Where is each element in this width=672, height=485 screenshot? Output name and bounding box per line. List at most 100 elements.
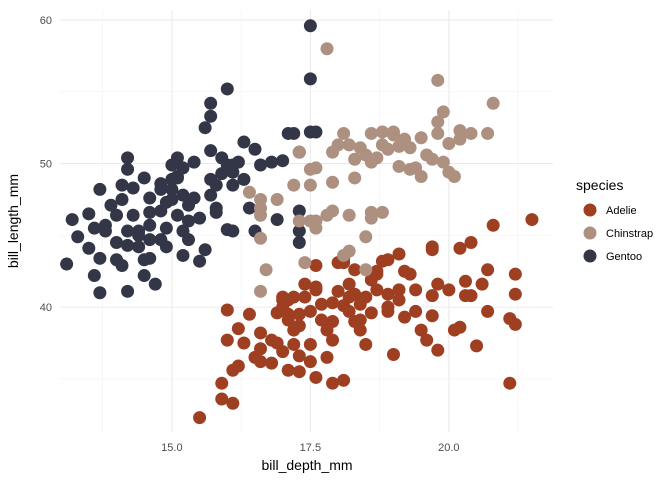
data-point-gentoo xyxy=(270,213,284,227)
data-point-chinstrap xyxy=(486,96,500,110)
data-point-adelie xyxy=(303,355,317,369)
data-point-chinstrap xyxy=(403,141,417,155)
data-point-gentoo xyxy=(204,109,218,123)
data-point-chinstrap xyxy=(364,205,378,219)
data-point-adelie xyxy=(348,263,362,277)
data-point-chinstrap xyxy=(254,192,268,206)
data-point-gentoo xyxy=(132,224,146,238)
data-point-chinstrap xyxy=(392,159,406,173)
data-point-chinstrap xyxy=(342,208,356,222)
data-point-adelie xyxy=(337,373,351,387)
data-point-adelie xyxy=(508,317,522,331)
data-point-adelie xyxy=(220,333,234,347)
data-point-chinstrap xyxy=(375,125,389,139)
data-point-gentoo xyxy=(276,154,290,168)
legend-key-chinstrap xyxy=(583,226,597,240)
data-point-adelie xyxy=(425,309,439,323)
data-point-adelie xyxy=(508,287,522,301)
data-point-chinstrap xyxy=(386,128,400,142)
data-point-gentoo xyxy=(198,243,212,257)
data-point-gentoo xyxy=(231,155,245,169)
data-point-gentoo xyxy=(110,236,124,250)
data-point-gentoo xyxy=(182,233,196,247)
data-point-gentoo xyxy=(93,182,107,196)
data-point-gentoo xyxy=(121,238,135,252)
data-point-gentoo xyxy=(303,72,317,86)
data-point-gentoo xyxy=(104,198,118,212)
data-point-adelie xyxy=(326,333,340,347)
data-point-chinstrap xyxy=(254,231,268,245)
data-point-gentoo xyxy=(204,188,218,202)
legend-title: species xyxy=(576,177,623,193)
legend-label-chinstrap: Chinstrap xyxy=(606,228,653,240)
data-point-gentoo xyxy=(60,257,74,271)
data-point-adelie xyxy=(303,304,317,318)
data-point-chinstrap xyxy=(320,42,334,56)
data-point-chinstrap xyxy=(359,230,373,244)
data-point-gentoo xyxy=(226,178,240,192)
data-point-adelie xyxy=(331,284,345,298)
data-point-gentoo xyxy=(87,221,101,235)
data-point-chinstrap xyxy=(453,124,467,138)
data-point-adelie xyxy=(298,290,312,304)
data-point-gentoo xyxy=(292,236,306,250)
data-point-gentoo xyxy=(187,191,201,205)
data-point-gentoo xyxy=(154,177,168,191)
data-point-adelie xyxy=(470,339,484,353)
data-point-chinstrap xyxy=(337,248,351,262)
x-tick-label: 20.0 xyxy=(438,442,459,454)
data-point-adelie xyxy=(254,326,268,340)
data-point-chinstrap xyxy=(414,170,428,184)
data-point-gentoo xyxy=(220,223,234,237)
data-point-gentoo xyxy=(170,151,184,165)
data-point-chinstrap xyxy=(326,204,340,218)
data-point-gentoo xyxy=(193,211,207,225)
data-point-chinstrap xyxy=(292,214,306,228)
data-point-chinstrap xyxy=(425,152,439,166)
data-point-chinstrap xyxy=(342,138,356,152)
legend-label-gentoo: Gentoo xyxy=(606,251,642,263)
data-point-gentoo xyxy=(204,96,218,110)
data-point-adelie xyxy=(414,323,428,337)
y-axis-ticks: 40 50 60 xyxy=(40,15,52,314)
data-point-adelie xyxy=(508,267,522,281)
data-point-adelie xyxy=(287,337,301,351)
data-point-chinstrap xyxy=(292,145,306,159)
data-point-adelie xyxy=(298,277,312,291)
data-point-gentoo xyxy=(182,214,196,228)
data-point-gentoo xyxy=(165,182,179,196)
data-point-adelie xyxy=(220,303,234,317)
data-point-adelie xyxy=(431,343,445,357)
data-point-adelie xyxy=(481,304,495,318)
data-point-adelie xyxy=(475,277,489,291)
data-point-gentoo xyxy=(143,205,157,219)
data-point-adelie xyxy=(276,345,290,359)
data-point-adelie xyxy=(292,307,306,321)
data-point-gentoo xyxy=(115,178,129,192)
data-point-gentoo xyxy=(115,192,129,206)
data-point-gentoo xyxy=(143,191,157,205)
data-point-gentoo xyxy=(82,241,96,255)
data-point-chinstrap xyxy=(381,142,395,156)
data-point-chinstrap xyxy=(442,136,456,150)
data-point-gentoo xyxy=(193,254,207,268)
data-point-gentoo xyxy=(187,155,201,169)
data-point-gentoo xyxy=(309,125,323,139)
data-point-adelie xyxy=(353,313,367,327)
data-point-chinstrap xyxy=(431,73,445,87)
data-point-adelie xyxy=(292,349,306,363)
data-point-adelie xyxy=(425,243,439,257)
data-point-chinstrap xyxy=(259,263,273,277)
data-point-gentoo xyxy=(71,230,85,244)
data-point-gentoo xyxy=(170,170,184,184)
data-point-chinstrap xyxy=(348,152,362,166)
data-point-adelie xyxy=(226,396,240,410)
data-point-adelie xyxy=(292,365,306,379)
data-point-adelie xyxy=(342,277,356,291)
data-point-adelie xyxy=(193,411,207,425)
data-point-adelie xyxy=(464,236,478,250)
data-point-adelie xyxy=(453,320,467,334)
data-point-chinstrap xyxy=(309,221,323,235)
data-point-adelie xyxy=(364,306,378,320)
